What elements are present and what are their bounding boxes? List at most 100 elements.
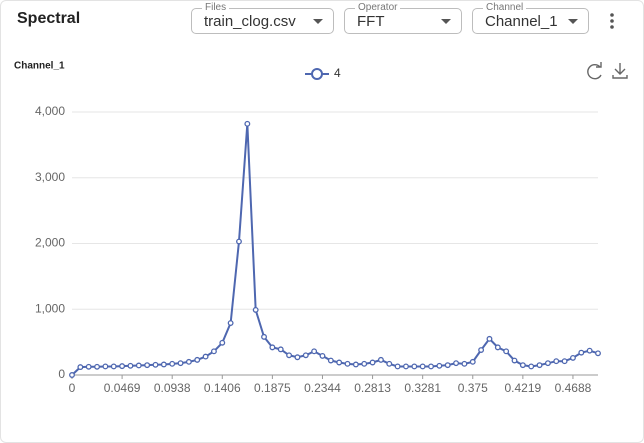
point (327, 357, 334, 364)
dropdown-arrow (441, 19, 451, 24)
point (444, 362, 451, 369)
point (361, 360, 368, 367)
refresh-button[interactable] (587, 62, 602, 80)
point (85, 363, 92, 370)
point (261, 333, 267, 340)
point (344, 360, 351, 367)
point (102, 363, 109, 370)
point (319, 352, 326, 359)
x-tick-label: 0.4219 (505, 381, 542, 395)
point (519, 362, 526, 369)
point (561, 358, 568, 365)
point (578, 349, 585, 356)
x-tick-label: 0.2813 (354, 381, 391, 395)
files-select[interactable]: Files train_clog.csv (191, 2, 334, 34)
point (177, 360, 184, 367)
point (486, 335, 493, 342)
point (144, 362, 151, 369)
point (286, 352, 293, 359)
point (377, 356, 384, 363)
field-label: Channel (483, 2, 527, 13)
dropdown-arrow (313, 19, 323, 24)
point (503, 348, 510, 355)
point (77, 364, 84, 371)
legend-label: 4 (334, 66, 341, 80)
point (269, 344, 276, 351)
point (311, 348, 318, 355)
point (94, 363, 100, 370)
point (219, 339, 226, 346)
point (586, 347, 593, 354)
point (528, 363, 535, 370)
point (553, 358, 560, 365)
point (411, 363, 418, 370)
channel-select[interactable]: Channel Channel_1 (472, 2, 589, 34)
point (119, 363, 126, 370)
point (544, 360, 551, 367)
point (202, 353, 209, 360)
x-tick-label: 0.0469 (104, 381, 141, 395)
point (419, 363, 426, 370)
point (469, 358, 476, 365)
point (536, 362, 543, 369)
point (478, 347, 485, 353)
x-tick-label: 0 (69, 381, 76, 395)
point (403, 363, 409, 370)
point (227, 320, 234, 327)
point (461, 360, 468, 367)
point (185, 358, 192, 365)
x-tick-label: 0.1875 (254, 381, 291, 395)
field-value: Channel_1 (485, 13, 558, 30)
field-value: train_clog.csv (204, 13, 296, 30)
point (436, 362, 443, 369)
field-value: FFT (357, 13, 385, 30)
x-tick-label: 0.2344 (304, 381, 341, 395)
point (110, 363, 117, 370)
point (595, 350, 601, 357)
x-tick-label: 0.1406 (204, 381, 241, 395)
point (428, 363, 434, 370)
field-label: Files (202, 2, 230, 13)
y-tick-label: 2,000 (35, 236, 65, 250)
point (369, 359, 376, 366)
point (160, 361, 167, 368)
point (169, 360, 176, 367)
more-menu[interactable] (610, 13, 614, 29)
point (277, 346, 284, 353)
point (352, 361, 359, 368)
y-tick-label: 0 (58, 367, 65, 381)
point (236, 238, 242, 245)
download-button[interactable] (612, 63, 628, 79)
x-tick-label: 0.3281 (404, 381, 441, 395)
point (244, 120, 251, 127)
x-tick-label: 0.375 (458, 381, 488, 395)
field-label: Operator (355, 2, 401, 13)
dropdown-arrow (568, 19, 578, 24)
point (570, 354, 576, 361)
point (494, 344, 501, 351)
point (194, 356, 201, 363)
point (127, 362, 134, 369)
x-tick-label: 0.0938 (154, 381, 191, 395)
point (210, 348, 217, 355)
point (336, 359, 343, 366)
y-tick-label: 4,000 (35, 104, 65, 118)
point (252, 306, 259, 313)
point (386, 360, 393, 367)
legend-marker (311, 68, 323, 80)
point (152, 361, 159, 368)
x-tick-label: 0.4688 (555, 381, 592, 395)
point (453, 360, 460, 367)
point (394, 363, 401, 370)
y-tick-label: 3,000 (35, 170, 65, 184)
point (302, 352, 309, 359)
series-line (71, 123, 599, 376)
point (69, 372, 75, 378)
operator-select[interactable]: Operator FFT (344, 2, 462, 34)
point (511, 357, 518, 364)
point (294, 354, 301, 361)
y-tick-label: 1,000 (35, 301, 65, 315)
page-title: Spectral (17, 10, 81, 27)
